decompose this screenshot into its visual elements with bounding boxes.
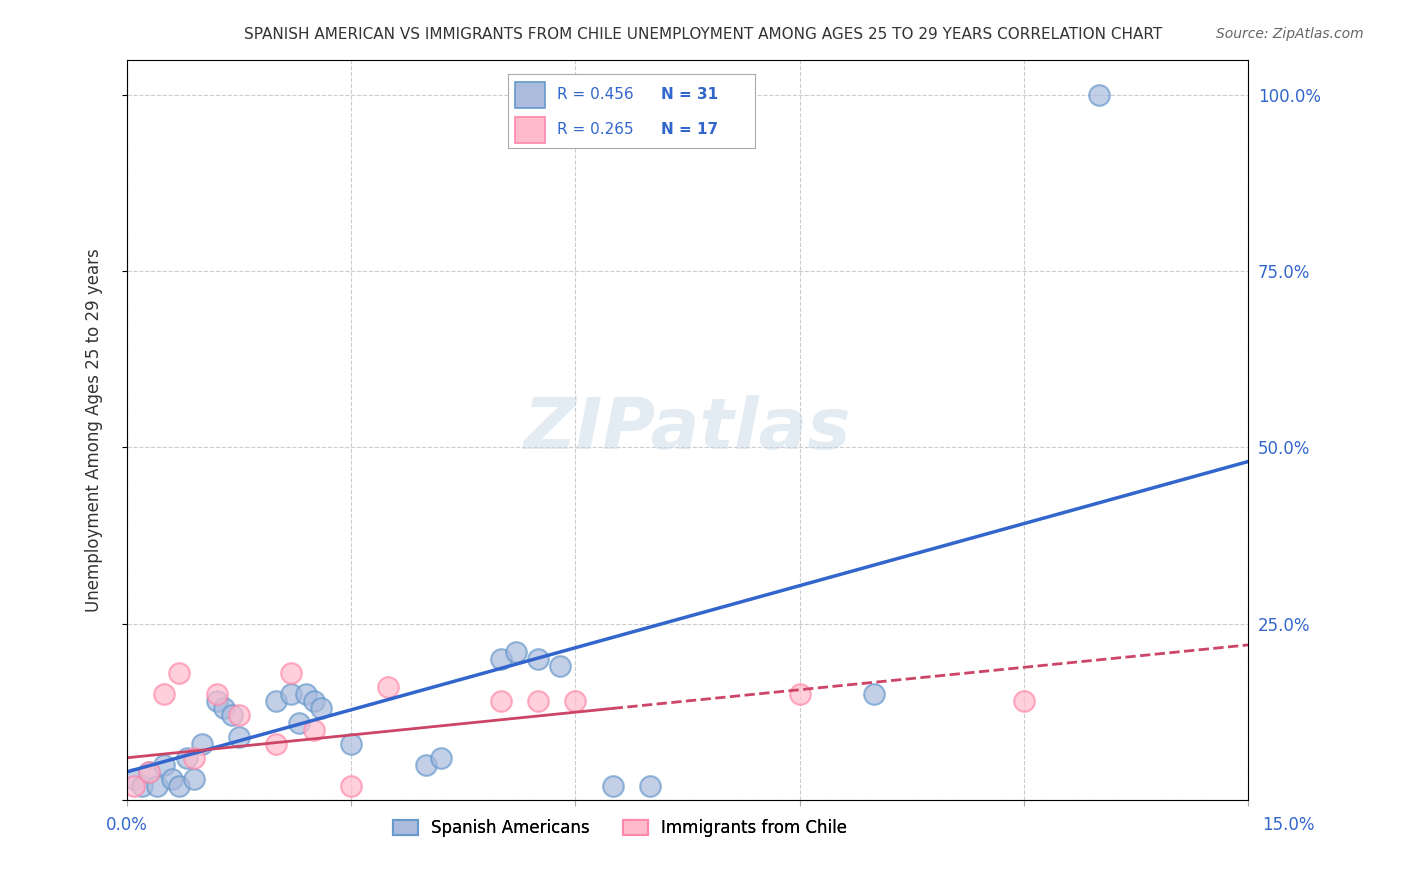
Point	[167, 666, 190, 681]
Point	[183, 772, 205, 786]
Point	[1087, 87, 1109, 102]
Point	[266, 694, 288, 708]
Point	[638, 779, 661, 793]
Point	[146, 779, 169, 793]
Point	[527, 694, 550, 708]
Point	[190, 737, 212, 751]
Point	[160, 772, 183, 786]
Point	[124, 779, 146, 793]
Point	[340, 737, 363, 751]
Point	[789, 687, 811, 701]
Point	[176, 751, 198, 765]
Point	[288, 715, 311, 730]
Legend: Spanish Americans, Immigrants from Chile: Spanish Americans, Immigrants from Chile	[387, 813, 855, 844]
Point	[602, 779, 624, 793]
Point	[280, 687, 302, 701]
Point	[863, 687, 886, 701]
Point	[302, 723, 325, 737]
Point	[295, 687, 318, 701]
Point	[280, 666, 302, 681]
Text: SPANISH AMERICAN VS IMMIGRANTS FROM CHILE UNEMPLOYMENT AMONG AGES 25 TO 29 YEARS: SPANISH AMERICAN VS IMMIGRANTS FROM CHIL…	[243, 27, 1163, 42]
Point	[415, 757, 437, 772]
Point	[124, 772, 146, 786]
Point	[205, 694, 228, 708]
Point	[489, 652, 512, 666]
Point	[212, 701, 235, 715]
Point	[564, 694, 586, 708]
Point	[167, 779, 190, 793]
Point	[489, 694, 512, 708]
Text: ZIPatlas: ZIPatlas	[524, 395, 851, 465]
Point	[183, 751, 205, 765]
Text: Source: ZipAtlas.com: Source: ZipAtlas.com	[1216, 27, 1364, 41]
Point	[153, 687, 176, 701]
Text: 15.0%: 15.0%	[1263, 816, 1315, 834]
Point	[138, 764, 160, 779]
Point	[302, 694, 325, 708]
Point	[153, 757, 176, 772]
Point	[228, 730, 250, 744]
Point	[550, 659, 572, 673]
Y-axis label: Unemployment Among Ages 25 to 29 years: Unemployment Among Ages 25 to 29 years	[86, 248, 103, 612]
Point	[309, 701, 332, 715]
Point	[131, 779, 153, 793]
Point	[527, 652, 550, 666]
Point	[377, 680, 399, 694]
Point	[266, 737, 288, 751]
Point	[205, 687, 228, 701]
Text: 0.0%: 0.0%	[105, 816, 148, 834]
Point	[228, 708, 250, 723]
Point	[138, 764, 160, 779]
Point	[430, 751, 453, 765]
Point	[1012, 694, 1035, 708]
Point	[221, 708, 243, 723]
Point	[340, 779, 363, 793]
Point	[505, 645, 527, 659]
